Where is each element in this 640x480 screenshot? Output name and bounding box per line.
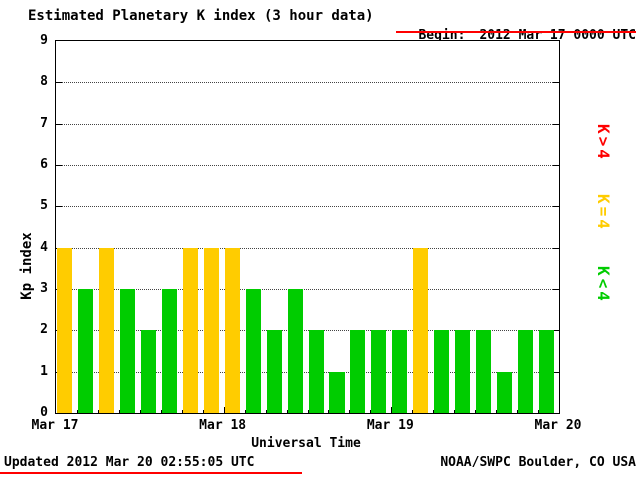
y-axis-tick [553, 247, 559, 249]
kp-bar [98, 247, 114, 413]
kp-bar [434, 330, 450, 413]
y-axis-tick [56, 165, 62, 166]
y-axis-tick [553, 289, 559, 290]
y-axis-tick [553, 330, 559, 332]
gridline [56, 371, 559, 373]
kp-bar [266, 330, 282, 413]
source-credit: NOAA/SWPC Boulder, CO USA [440, 455, 636, 470]
kp-bar [497, 371, 513, 413]
chart-title: Estimated Planetary K index (3 hour data… [28, 8, 374, 24]
y-axis-tick [56, 206, 62, 208]
kp-bar [476, 330, 492, 413]
y-axis-tick [553, 165, 559, 166]
kp-bar [182, 247, 198, 413]
x-axis-minor-tick [181, 410, 183, 413]
kp-bar [329, 371, 345, 413]
gridline [56, 82, 559, 84]
x-axis-minor-tick [244, 410, 246, 413]
x-axis-minor-tick [202, 410, 204, 413]
kp-bar [287, 289, 303, 413]
x-axis-minor-tick [118, 410, 120, 413]
x-axis-label: Universal Time [251, 436, 361, 451]
x-axis-minor-tick [475, 410, 477, 413]
x-axis-minor-tick [160, 410, 162, 413]
x-axis-minor-tick [454, 410, 456, 413]
y-tick-label: 7 [40, 115, 48, 131]
x-axis-minor-tick [391, 407, 393, 413]
kp-bar [308, 330, 324, 413]
y-axis-tick [553, 123, 559, 125]
x-axis-minor-tick [496, 410, 498, 413]
kp-bar [539, 330, 555, 413]
kp-bar [161, 289, 177, 413]
kp-bar [119, 289, 135, 413]
y-axis-tick [553, 371, 559, 373]
x-tick-label: Mar 17 [31, 418, 79, 433]
x-axis-minor-tick [265, 410, 267, 413]
kp-bar [203, 247, 219, 413]
x-axis-minor-tick [76, 410, 78, 413]
x-axis-minor-tick [223, 407, 225, 413]
kp-bar [57, 247, 73, 413]
kp-bar [413, 247, 429, 413]
kp-bar [140, 330, 156, 413]
y-axis-tick [553, 206, 559, 208]
gridline [56, 123, 559, 125]
y-tick-label: 2 [40, 322, 48, 338]
y-tick-label: 1 [40, 363, 48, 379]
gridline [56, 165, 559, 166]
legend-item-k-equal-4: K=4 [594, 194, 613, 232]
x-tick-label: Mar 19 [366, 418, 414, 433]
gridline [56, 289, 559, 290]
kp-bar [392, 330, 408, 413]
x-axis-minor-tick [370, 410, 372, 413]
y-tick-label: 9 [40, 33, 48, 48]
legend-item-k-below-4: K<4 [594, 266, 613, 304]
y-axis-tick [553, 82, 559, 84]
plot-area [55, 40, 560, 414]
x-axis-minor-tick [412, 410, 414, 413]
y-tick-label: 4 [40, 239, 48, 255]
updated-timestamp: Updated 2012 Mar 20 02:55:05 UTC [4, 455, 255, 470]
kp-bar [518, 330, 534, 413]
x-axis-minor-tick [517, 410, 519, 413]
x-axis-minor-tick [307, 410, 309, 413]
y-tick-label: 3 [40, 281, 48, 296]
kp-bar [350, 330, 366, 413]
y-tick-label: 6 [40, 157, 48, 172]
gridline [56, 330, 559, 332]
begin-underline-rule [396, 31, 636, 33]
legend-item-k-above-4: K>4 [594, 124, 613, 162]
kp-bar [77, 289, 94, 413]
gridline [56, 247, 559, 249]
gridline [56, 206, 559, 208]
kp-bar [371, 330, 387, 413]
kp-bar [245, 289, 261, 413]
x-axis-minor-tick [286, 410, 288, 413]
x-axis-minor-tick [97, 410, 99, 413]
y-tick-label: 0 [40, 405, 48, 420]
y-axis-tick [56, 123, 62, 125]
y-axis-tick [56, 82, 62, 84]
y-tick-label: 5 [40, 198, 48, 214]
kp-bar [224, 247, 240, 413]
x-axis-minor-tick [538, 410, 540, 413]
x-axis-minor-tick [328, 410, 330, 413]
kp-bar [455, 330, 471, 413]
updated-underline-rule [0, 472, 302, 474]
x-tick-label: Mar 20 [534, 418, 582, 433]
y-tick-label: 8 [40, 74, 48, 90]
x-tick-label: Mar 18 [199, 418, 247, 433]
x-axis-minor-tick [433, 410, 435, 413]
x-axis-minor-tick [139, 410, 141, 413]
x-axis-minor-tick [349, 410, 351, 413]
